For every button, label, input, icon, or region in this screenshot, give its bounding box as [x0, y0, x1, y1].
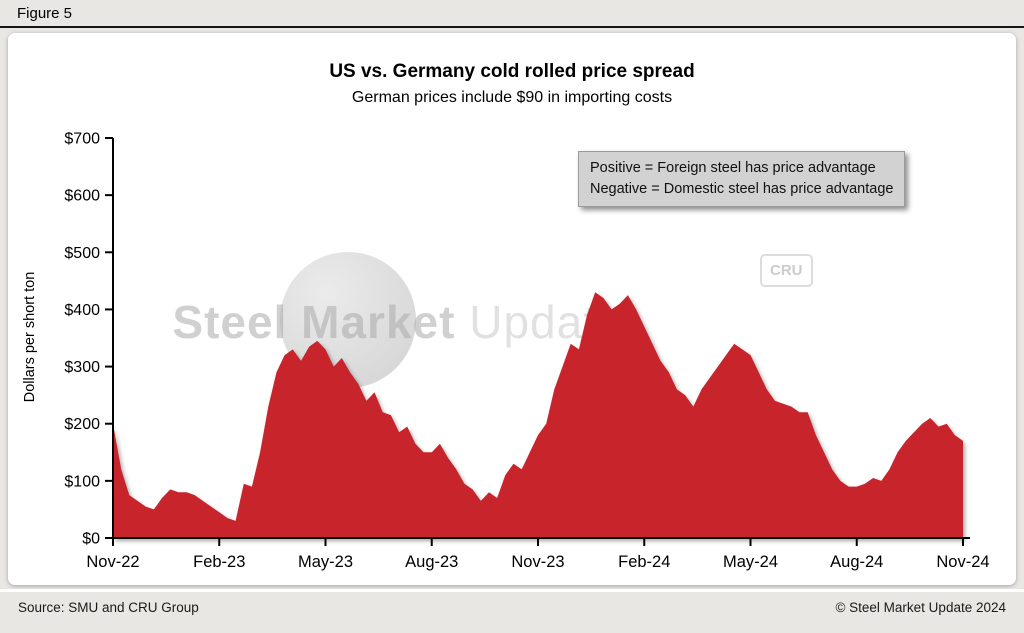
copyright-text: © Steel Market Update 2024	[835, 600, 1006, 615]
y-axis-label: Dollars per short ton	[22, 271, 38, 403]
x-tick-label: Feb-24	[618, 553, 670, 571]
y-tick-label: $300	[64, 359, 100, 376]
y-tick-label: $600	[64, 188, 100, 205]
watermark-layer: Steel Market Update CRU	[8, 33, 1016, 585]
y-tick-label: $500	[64, 245, 100, 262]
x-tick-label: Aug-23	[405, 553, 458, 571]
x-tick-label: Nov-24	[936, 553, 989, 571]
figure-label: Figure 5	[17, 5, 73, 22]
legend-note-line2: Negative = Domestic steel has price adva…	[590, 181, 894, 198]
x-tick-label: Nov-23	[511, 553, 564, 571]
chart-card: Steel Market Update CRU $0 $100 $200 $300 $4…	[8, 33, 1016, 585]
price-spread-area	[113, 292, 963, 538]
source-text: Source: SMU and CRU Group	[18, 600, 199, 615]
chart-subtitle: German prices include $90 in importing c…	[351, 89, 673, 106]
y-tick-label: $400	[64, 302, 100, 319]
y-tick-label: $100	[64, 473, 100, 490]
x-tick-label: May-24	[723, 553, 778, 571]
legend-note-box: Positive = Foreign steel has price advan…	[578, 151, 906, 208]
chart-title: US vs. Germany cold rolled price spread	[329, 61, 695, 82]
footer: Source: SMU and CRU Group © Steel Market…	[0, 592, 1024, 633]
price-spread-area-chart: $0 $100 $200 $300 $400 $500 $600 $700 Nov-22 Feb-…	[64, 131, 989, 572]
y-tick-label: $700	[64, 131, 100, 148]
cru-logo-watermark: CRU	[760, 254, 813, 287]
x-tick-label: May-23	[298, 553, 353, 571]
y-tick-label: $0	[82, 531, 100, 548]
legend-note-line1: Positive = Foreign steel has price advan…	[590, 160, 876, 176]
top-divider	[0, 26, 1024, 28]
x-tick-label: Aug-24	[830, 553, 883, 571]
bottom-divider	[0, 589, 1024, 592]
x-tick-label: Feb-23	[193, 553, 245, 571]
watermark-steel-market-text: Steel Market	[172, 296, 456, 348]
y-tick-label: $200	[64, 416, 100, 433]
x-tick-label: Nov-22	[86, 553, 139, 571]
